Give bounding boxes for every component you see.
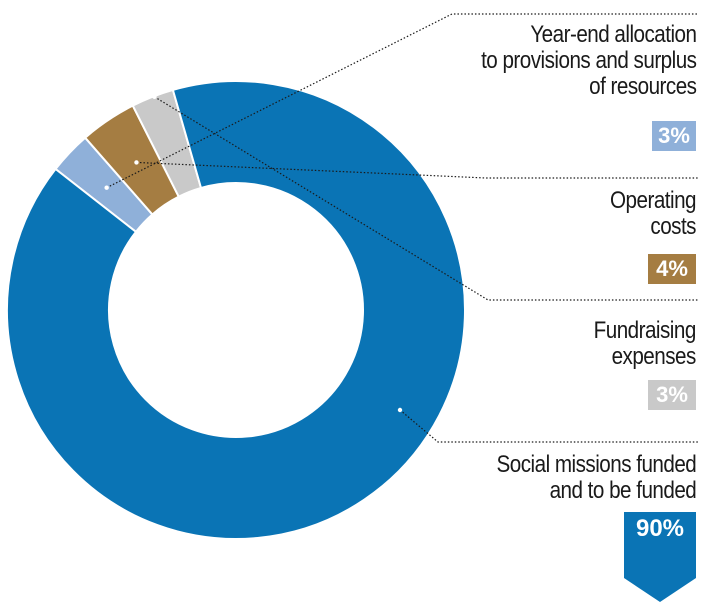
value-badge-fundraising: 3% <box>648 380 696 410</box>
label-line: of resources <box>588 73 697 100</box>
label-line: Operating <box>610 187 697 214</box>
leader-line-fundraising <box>154 96 698 301</box>
leader-dot <box>134 160 139 165</box>
label-line: costs <box>650 213 696 240</box>
leader-lines <box>104 13 698 443</box>
label-year-end-allocation: Year-end allocation to provisions and su… <box>480 21 697 100</box>
label-social-missions: Social missions funded and to be funded <box>496 452 696 504</box>
label-line: and to be funded <box>549 477 696 504</box>
slice-social-missions <box>6 80 466 540</box>
label-line: Year-end allocation <box>529 21 697 48</box>
value-badge-operating-costs: 4% <box>648 254 696 284</box>
donut-slices <box>6 80 466 540</box>
value-badge-year-end: 3% <box>652 121 696 151</box>
leader-line-operating-costs <box>136 161 698 179</box>
label-operating-costs: Operating costs <box>610 187 697 240</box>
leader-dot <box>397 407 403 413</box>
leader-dot <box>104 185 109 190</box>
label-line: Social missions funded <box>496 451 696 478</box>
label-fundraising-expenses: Fundraising expenses <box>593 317 697 370</box>
label-line: Fundraising <box>593 317 697 344</box>
leader-line-social-missions <box>399 409 698 443</box>
arrow-down-icon <box>624 512 696 602</box>
label-line: expenses <box>611 343 697 370</box>
leader-dot <box>152 94 157 99</box>
label-line: to provisions and surplus <box>480 47 697 74</box>
leader-line-year-end <box>106 13 698 189</box>
value-badge-social-missions: 90% <box>635 515 685 542</box>
